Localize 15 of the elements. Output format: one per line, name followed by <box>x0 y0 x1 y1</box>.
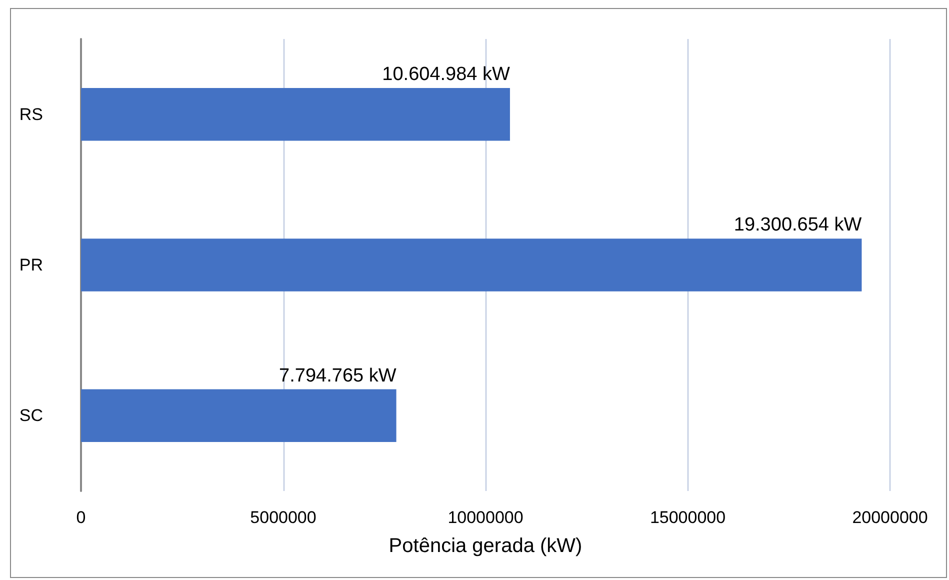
data-label: 7.794.765 kW <box>279 365 396 386</box>
x-tick-label: 20000000 <box>852 508 928 527</box>
y-tick-label: RS <box>19 104 43 124</box>
y-tick-label: PR <box>19 256 43 274</box>
data-label: 19.300.654 kW <box>734 214 862 236</box>
bar <box>81 238 862 292</box>
x-tick-label: 10000000 <box>448 508 524 527</box>
x-tick-label: 15000000 <box>650 508 726 527</box>
y-tick-label: SC <box>19 406 43 426</box>
bar <box>81 389 396 442</box>
x-tick-label: 5000000 <box>250 508 316 527</box>
x-tick-label: 0 <box>76 508 86 527</box>
x-axis-title: Potência gerada (kW) <box>388 535 582 557</box>
data-label: 10.604.984 kW <box>382 64 510 85</box>
bar <box>81 88 510 141</box>
